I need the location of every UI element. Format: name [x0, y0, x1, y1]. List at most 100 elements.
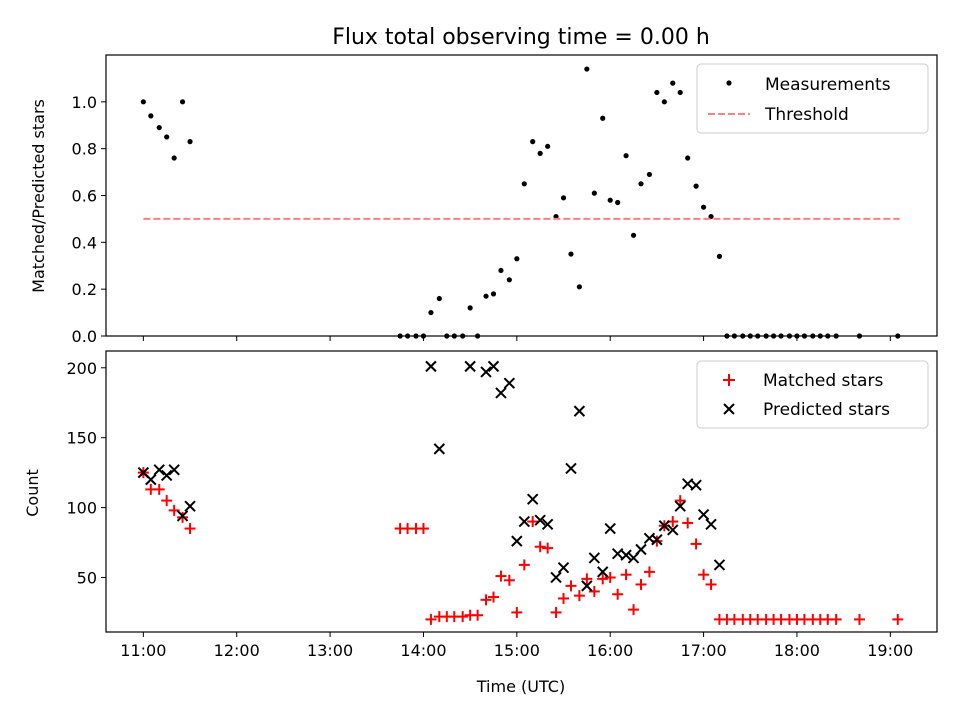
matched-star-point: [892, 613, 904, 625]
measurement-point: [747, 333, 753, 339]
measurement-point: [490, 291, 497, 297]
predicted-star-point: [651, 534, 663, 546]
matched-star-point: [705, 578, 717, 590]
measurement-point: [607, 197, 613, 203]
measurement-point: [506, 277, 512, 283]
measurement-point: [600, 115, 606, 121]
predicted-star-point: [557, 561, 570, 574]
measurement-point: [700, 204, 707, 210]
top-y-axis-label: Matched/Predicted stars: [29, 99, 48, 293]
predicted-star-point: [604, 522, 616, 535]
measurement-point: [483, 293, 489, 299]
measurement-point: [677, 89, 683, 96]
predicted-star-point: [495, 387, 507, 399]
measurement-point: [661, 99, 667, 105]
measurement-point: [451, 333, 457, 339]
measurement-point: [498, 267, 504, 274]
measurement-point: [171, 155, 177, 161]
bottom-y-tick-label: 150: [66, 429, 97, 448]
predicted-star-point: [635, 543, 647, 556]
x-tick-label: 19:00: [867, 641, 913, 660]
matched-star-point: [161, 495, 173, 507]
bottom-y-tick-label: 50: [77, 568, 97, 587]
measurement-point: [413, 333, 419, 339]
legend-bottom: Matched stars Predicted stars: [696, 360, 929, 429]
measurement-point: [740, 333, 746, 339]
predicted-star-point: [176, 510, 189, 522]
measurement-point: [404, 333, 411, 339]
measurement-point: [568, 251, 574, 257]
x-tick-label: 18:00: [774, 641, 820, 660]
matched-star-point: [527, 516, 539, 528]
predicted-star-point: [168, 464, 180, 476]
measurement-point: [794, 333, 800, 339]
measurement-point: [521, 181, 527, 187]
measurement-point: [530, 139, 536, 145]
measurement-point: [148, 113, 154, 119]
matched-star-point: [628, 604, 640, 616]
bottom-panel: 11:00 12:00 13:00 14:00 15:00 16:00 17:00 18:00…: [66, 350, 938, 660]
measurement-point: [630, 232, 637, 238]
matched-star-point: [472, 609, 484, 621]
x-axis-label: Time (UTC): [476, 677, 565, 696]
predicted-star-point: [526, 493, 539, 505]
predicted-star-point: [674, 500, 686, 512]
chart-title: Flux total observing time = 0.00 h: [332, 25, 710, 50]
measurement-point: [428, 309, 434, 316]
predicted-star-point: [705, 518, 717, 531]
predicted-star-point: [581, 580, 593, 592]
measurement-point: [187, 139, 193, 145]
matched-star-point: [643, 566, 655, 578]
measurement-point: [654, 89, 660, 96]
measurement-point: [708, 213, 714, 220]
measurement-point: [179, 99, 186, 105]
top-y-tick-label: 1.0: [72, 93, 97, 112]
legend-top: Measurements Threshold: [696, 63, 929, 134]
measurement-point: [156, 124, 162, 131]
matched-star-point: [581, 573, 593, 585]
predicted-star-point: [534, 514, 546, 526]
measurement-point: [584, 66, 590, 72]
x-tick-label: 12:00: [214, 641, 260, 660]
measurement-point: [420, 333, 427, 339]
predicted-star-point: [713, 559, 726, 571]
matched-star-point: [698, 569, 710, 581]
matched-star-point: [487, 591, 499, 603]
measurement-point: [755, 333, 761, 339]
matched-star-point: [534, 541, 546, 553]
top-panel: 0.0 0.2 0.4 0.6 0.8 1.0: [72, 54, 938, 346]
matched-star-point: [495, 570, 507, 582]
legend-measurements-marker: [726, 80, 732, 86]
measurement-point: [786, 333, 793, 339]
top-y-tick-label: 0.0: [72, 327, 97, 346]
measurement-point: [553, 213, 559, 220]
matched-star-point: [588, 585, 600, 597]
predicted-star-point: [480, 366, 492, 378]
matched-star-point: [542, 542, 554, 554]
matched-star-point: [604, 571, 616, 583]
matched-star-point: [511, 606, 523, 618]
measurement-point: [817, 333, 823, 339]
matched-star-point: [573, 590, 585, 602]
matched-star-point: [612, 588, 624, 600]
legend-predicted-label: Predicted stars: [763, 400, 890, 420]
x-tick-label: 11:00: [120, 641, 166, 660]
measurement-point: [623, 153, 629, 159]
x-tick-label: 17:00: [681, 641, 727, 660]
matched-star-point: [635, 578, 647, 590]
measurement-point: [615, 199, 621, 206]
measurement-point: [825, 333, 831, 339]
matched-star-point: [854, 613, 866, 625]
predicted-star-point: [425, 360, 437, 373]
predicted-star-point: [503, 377, 516, 389]
measurement-point: [591, 190, 597, 196]
predicted-star-point: [658, 520, 671, 532]
predicted-star-point: [690, 479, 702, 491]
measurement-point: [444, 333, 450, 339]
predicted-star-point: [565, 462, 577, 475]
matched-star-point: [153, 483, 165, 495]
measurement-point: [638, 181, 644, 187]
bottom-axes-frame: [105, 350, 938, 633]
measurement-point: [810, 333, 816, 339]
predicted-star-point: [184, 500, 196, 512]
